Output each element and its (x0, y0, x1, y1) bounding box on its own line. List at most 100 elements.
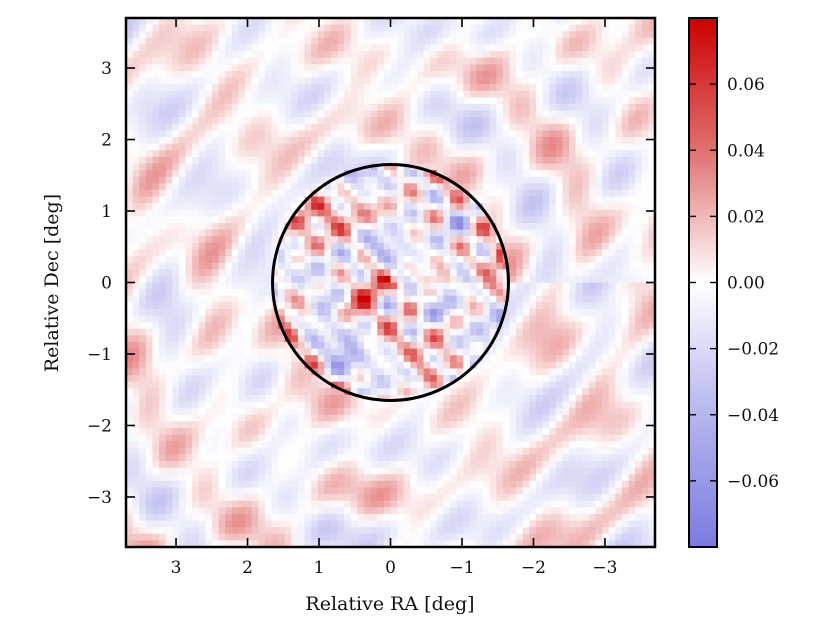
heatmap-cell (403, 507, 411, 515)
heatmap-cell (370, 494, 378, 502)
heatmap-cell (469, 262, 478, 270)
heatmap-cell (350, 434, 359, 442)
heatmap-cell (192, 434, 200, 442)
heatmap-cell (152, 335, 160, 343)
heatmap-cell (192, 375, 200, 383)
heatmap-cell (317, 176, 325, 184)
heatmap-cell (383, 494, 392, 502)
heatmap-cell (159, 474, 167, 482)
heatmap-cell (324, 500, 332, 508)
heatmap-cell (483, 176, 491, 184)
heatmap-cell (132, 156, 140, 165)
heatmap-cell (397, 262, 405, 270)
heatmap-cell (218, 196, 226, 204)
heatmap-cell (192, 123, 200, 132)
heatmap-cell (397, 256, 405, 264)
heatmap-cell (529, 427, 537, 436)
heatmap-cell (509, 176, 517, 184)
heatmap-cell (423, 381, 431, 389)
heatmap-cell (344, 520, 352, 528)
heatmap-cell (291, 262, 299, 270)
heatmap-cell (416, 176, 425, 184)
heatmap-cell (297, 236, 306, 244)
heatmap-cell (165, 242, 173, 251)
heatmap-cell (284, 183, 292, 191)
heatmap-cell (311, 137, 319, 145)
heatmap-cell (304, 375, 312, 383)
heatmap-cell (410, 322, 418, 330)
heatmap-cell (238, 394, 246, 403)
heatmap-cell (476, 90, 484, 98)
heatmap-cell (410, 275, 418, 284)
heatmap-cell (251, 427, 259, 436)
heatmap-cell (258, 249, 266, 257)
heatmap-cell (192, 51, 200, 59)
heatmap-cell (509, 348, 517, 356)
heatmap-cell (410, 130, 418, 138)
heatmap-cell (489, 467, 497, 475)
heatmap-cell (297, 156, 306, 165)
heatmap-cell (132, 256, 140, 264)
heatmap-cell (463, 461, 471, 469)
heatmap-cell (509, 447, 517, 456)
heatmap-cell (370, 57, 378, 65)
heatmap-cell (410, 315, 418, 323)
heatmap-cell (390, 355, 398, 363)
heatmap-cell (350, 236, 359, 244)
heatmap-cell (159, 103, 167, 112)
heatmap-cell (423, 170, 431, 178)
heatmap-cell (258, 361, 266, 370)
heatmap-cell (231, 57, 240, 65)
heatmap-cell (357, 242, 365, 251)
heatmap-cell (337, 203, 345, 211)
heatmap-cell (443, 368, 451, 376)
heatmap-cell (483, 441, 491, 449)
heatmap-cell (278, 527, 286, 535)
heatmap-cell (238, 97, 246, 105)
heatmap-cell (330, 361, 339, 370)
heatmap-cell (311, 123, 319, 132)
heatmap-cell (271, 242, 279, 251)
heatmap-cell (152, 44, 160, 52)
heatmap-cell (522, 302, 530, 310)
heatmap-cell (132, 103, 140, 112)
heatmap-cell (132, 84, 140, 92)
heatmap-cell (383, 209, 392, 217)
heatmap-cell (489, 289, 497, 297)
heatmap-cell (178, 302, 187, 310)
heatmap-cell (450, 295, 458, 303)
heatmap-cell (430, 163, 438, 171)
heatmap-cell (218, 434, 226, 442)
heatmap-cell (330, 123, 339, 132)
heatmap-cell (152, 103, 160, 112)
heatmap-cell (132, 37, 140, 46)
heatmap-cell (496, 467, 504, 475)
heatmap-cell (397, 31, 405, 39)
heatmap-cell (430, 176, 438, 184)
heatmap-cell (278, 203, 286, 211)
heatmap-cell (324, 256, 332, 264)
heatmap-cell (271, 64, 279, 72)
heatmap-cell (145, 57, 154, 65)
heatmap-cell (397, 77, 405, 85)
heatmap-cell (132, 302, 140, 310)
heatmap-cell (456, 156, 464, 165)
heatmap-cell (370, 97, 378, 105)
heatmap-cell (218, 37, 226, 46)
heatmap-cell (251, 183, 259, 191)
heatmap-cell (370, 540, 378, 547)
heatmap-cell (344, 348, 352, 356)
heatmap-cell (529, 315, 537, 323)
heatmap-cell (450, 183, 458, 191)
heatmap-cell (489, 123, 497, 132)
heatmap-cell (159, 189, 167, 198)
heatmap-cell (383, 77, 392, 85)
heatmap-cell (185, 110, 193, 118)
heatmap-cell (410, 137, 418, 145)
heatmap-cell (192, 176, 200, 184)
heatmap-cell (430, 196, 438, 204)
heatmap-cell (330, 143, 339, 151)
heatmap-cell (251, 37, 259, 46)
heatmap-cell (192, 394, 200, 403)
heatmap-cell (522, 421, 530, 429)
